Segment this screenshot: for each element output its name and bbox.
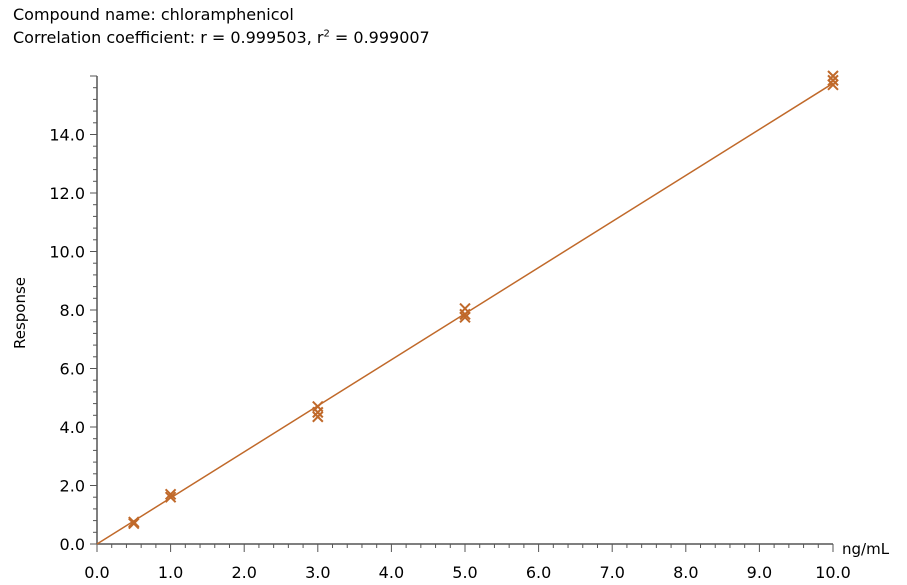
- y-tick-label: 8.0: [60, 301, 85, 320]
- data-point-marker: [164, 491, 177, 503]
- r-squared-superscript: 2: [323, 28, 330, 40]
- y-tick-label: 0.0: [60, 535, 85, 554]
- y-tick-label: 4.0: [60, 418, 85, 437]
- x-tick-label: 7.0: [599, 563, 624, 582]
- x-tick-label: 6.0: [526, 563, 551, 582]
- x-tick-label: 5.0: [452, 563, 477, 582]
- y-tick-label: 2.0: [60, 477, 85, 496]
- data-point-marker: [312, 411, 324, 423]
- y-tick-label: 14.0: [49, 126, 85, 145]
- data-point-marker: [128, 516, 140, 528]
- data-point-marker: [827, 74, 839, 87]
- y-tick-label: 6.0: [60, 360, 85, 379]
- x-tick-label: 3.0: [305, 563, 330, 582]
- x-axis-title: ng/mL: [842, 540, 890, 558]
- correlation-coefficient-label: Correlation coefficient: r = 0.999503, r…: [13, 28, 430, 47]
- y-tick-label: 12.0: [49, 184, 85, 203]
- data-point-marker: [827, 79, 839, 91]
- data-point-marker: [459, 308, 471, 321]
- x-tick-label: 8.0: [673, 563, 698, 582]
- x-tick-label: 2.0: [231, 563, 256, 582]
- data-point-marker: [164, 488, 177, 500]
- x-tick-label: 10.0: [815, 563, 851, 582]
- x-tick-label: 0.0: [84, 563, 109, 582]
- x-tick-label: 4.0: [379, 563, 404, 582]
- data-point-marker: [459, 311, 471, 324]
- x-tick-label: 1.0: [158, 563, 183, 582]
- x-tick-label: 9.0: [747, 563, 772, 582]
- y-tick-label: 10.0: [49, 243, 85, 262]
- compound-name-label: Compound name: chloramphenicol: [13, 5, 294, 24]
- correlation-text: Correlation coefficient: r = 0.999503, r: [13, 28, 324, 47]
- data-point-marker: [128, 517, 140, 530]
- data-point-marker: [827, 70, 839, 82]
- data-point-marker: [312, 406, 324, 419]
- y-axis-title: Response: [11, 277, 29, 349]
- correlation-value: = 0.999007: [329, 28, 430, 47]
